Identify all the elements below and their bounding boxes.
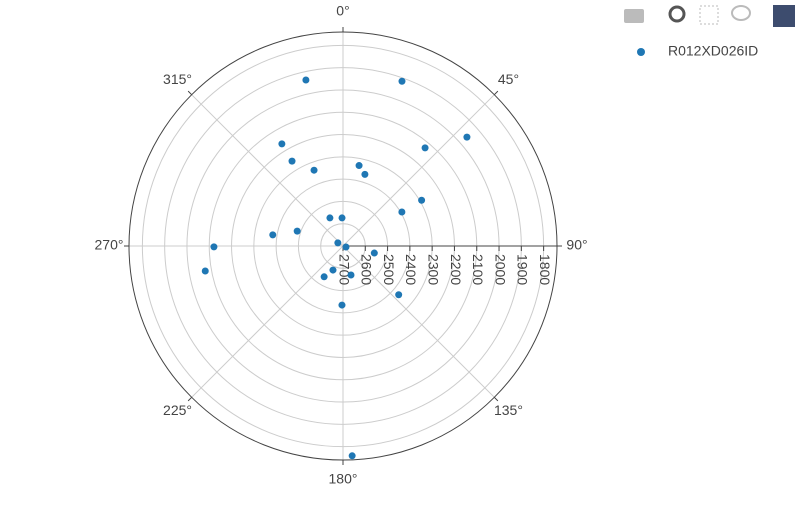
data-point	[288, 157, 296, 165]
data-point	[201, 267, 209, 275]
radial-tick-label: 1900	[515, 254, 531, 285]
data-point	[421, 144, 429, 152]
data-point	[395, 291, 403, 299]
angular-tick-label: 180°	[329, 471, 358, 487]
zoom-icon[interactable]	[668, 5, 686, 23]
data-point	[269, 231, 277, 239]
data-point	[370, 249, 378, 257]
angular-tick	[493, 396, 499, 402]
angular-tick	[493, 90, 499, 96]
data-point	[334, 239, 342, 247]
camera-icon[interactable]	[624, 9, 644, 23]
data-point	[348, 452, 356, 460]
data-point	[278, 140, 286, 148]
plotly-logo[interactable]	[773, 5, 795, 27]
lasso-icon[interactable]	[731, 5, 751, 21]
data-point	[210, 243, 218, 251]
angular-tick-label: 90°	[566, 237, 587, 253]
radial-tick-label: 2500	[381, 254, 397, 285]
data-point	[338, 214, 346, 222]
data-point	[398, 77, 406, 85]
data-point	[398, 208, 406, 216]
angular-grid-line	[191, 94, 344, 247]
legend-marker	[637, 48, 645, 56]
data-point	[310, 166, 318, 174]
select-icon[interactable]	[699, 5, 719, 25]
angular-tick	[187, 396, 193, 402]
angular-tick	[187, 90, 193, 96]
radial-tick-label: 2700	[336, 254, 352, 285]
angular-tick-label: 45°	[498, 71, 519, 87]
angular-tick-label: 135°	[494, 402, 523, 418]
data-point	[355, 162, 363, 170]
angular-tick-label: 315°	[163, 71, 192, 87]
radial-tick-label: 2600	[359, 254, 375, 285]
radial-tick-label: 2400	[403, 254, 419, 285]
radial-tick-label: 2300	[425, 254, 441, 285]
data-point	[361, 170, 369, 178]
radial-tick-label: 2000	[492, 254, 508, 285]
angular-grid-line	[342, 94, 495, 247]
data-point	[338, 301, 346, 309]
data-point	[326, 214, 334, 222]
modebar	[624, 5, 795, 27]
data-point	[342, 243, 350, 251]
radial-tick-label: 2200	[448, 254, 464, 285]
angular-tick-label: 225°	[163, 402, 192, 418]
angular-tick-label: 270°	[95, 237, 124, 253]
data-point	[329, 266, 337, 274]
data-point	[302, 76, 310, 84]
data-point	[347, 271, 355, 279]
angular-tick-label: 0°	[336, 3, 349, 19]
legend-label: R012XD026ID	[668, 43, 758, 59]
angular-grid-line	[342, 245, 495, 398]
data-point	[293, 227, 301, 235]
data-point	[320, 273, 328, 281]
angular-grid-line	[191, 245, 344, 398]
data-point	[418, 196, 426, 204]
data-point	[463, 133, 471, 141]
radial-tick-label: 1800	[537, 254, 553, 285]
radial-tick-label: 2100	[470, 254, 486, 285]
